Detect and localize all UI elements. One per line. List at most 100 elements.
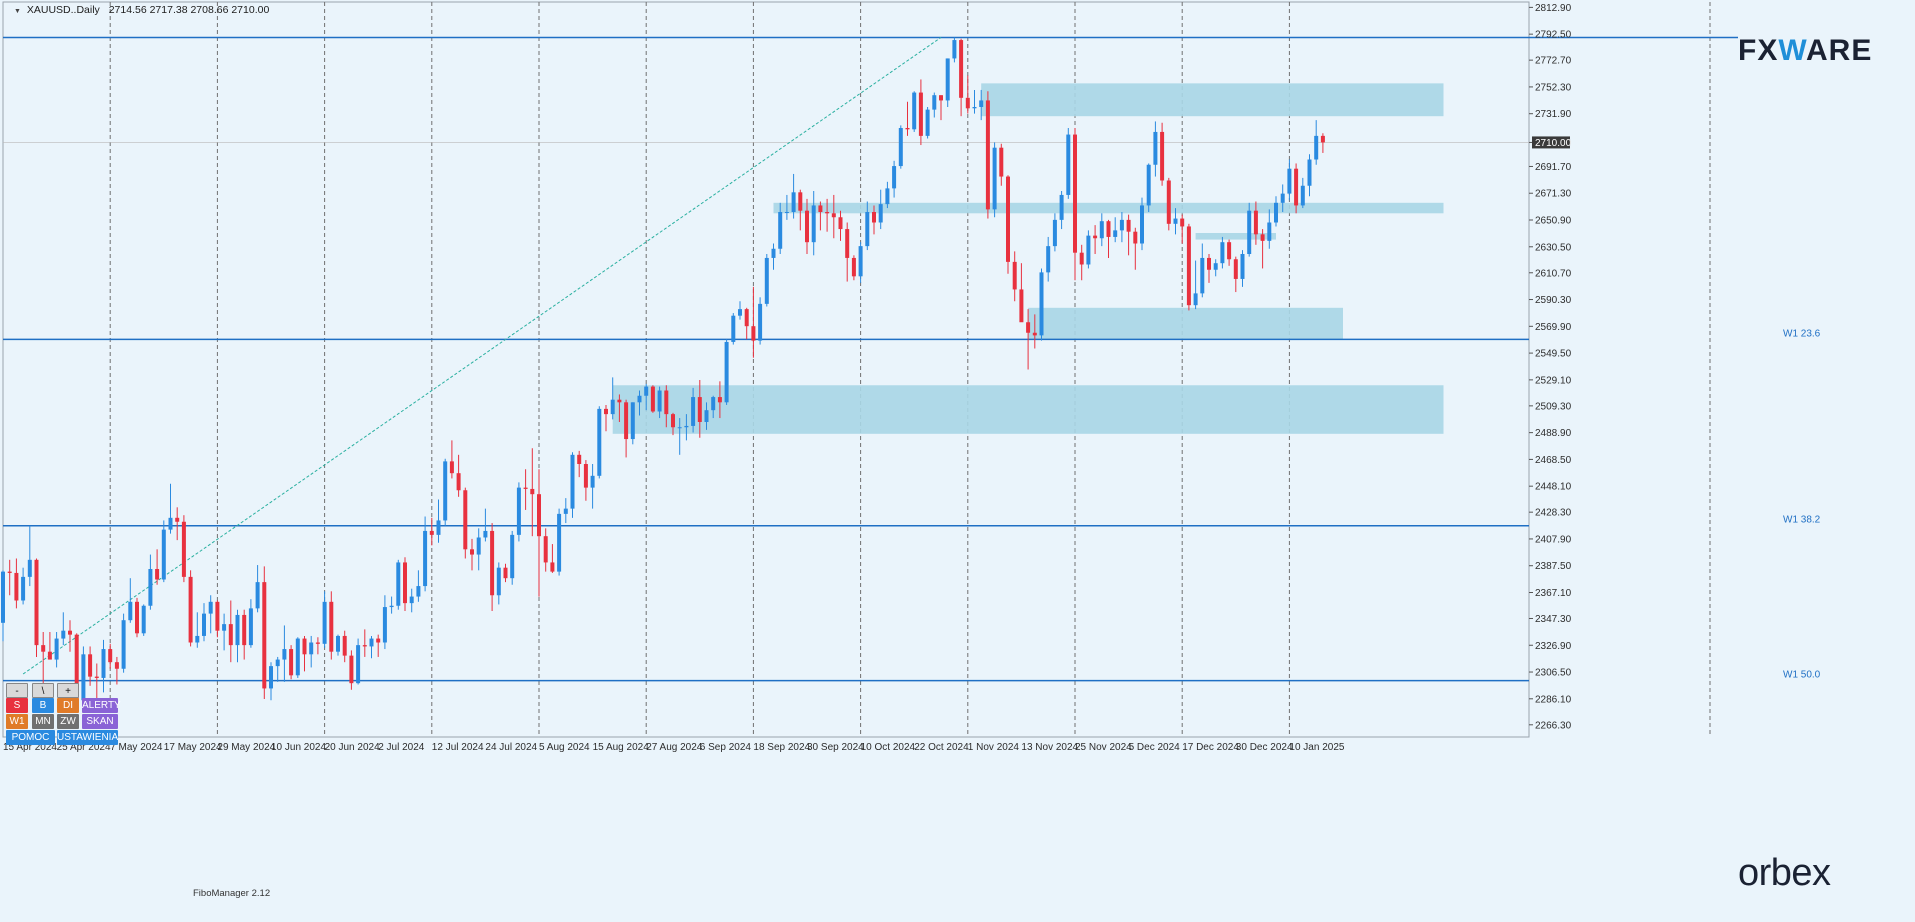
candle-body	[1180, 218, 1185, 227]
fibo-button-s[interactable]: S	[6, 698, 28, 713]
candle-body	[805, 210, 809, 243]
candle-body	[195, 635, 200, 643]
candle-body	[382, 607, 387, 643]
candle-body	[691, 397, 696, 426]
candle-body	[1052, 219, 1057, 247]
candle-body	[1073, 134, 1077, 253]
candle-body	[128, 601, 133, 621]
x-tick-label: 10 Oct 2024	[861, 742, 916, 753]
y-tick-label: 2428.30	[1535, 508, 1572, 519]
candle-body	[208, 601, 213, 614]
candle-body	[282, 649, 287, 660]
candle-body	[222, 624, 227, 631]
candle-body	[21, 576, 26, 601]
candle-body	[1287, 168, 1292, 194]
candle-body	[423, 530, 428, 587]
candle-body	[1314, 135, 1319, 160]
candle-body	[1267, 222, 1272, 241]
candle-body	[389, 605, 394, 608]
candle-body	[409, 596, 414, 604]
fibo-button-[interactable]: -	[6, 683, 28, 698]
candle-body	[1307, 159, 1312, 186]
candle-body	[262, 582, 267, 689]
candle-body	[1026, 322, 1031, 333]
fibo-button-pomoc[interactable]: POMOC	[6, 730, 55, 745]
y-tick-label: 2387.50	[1535, 561, 1572, 572]
candle-body	[738, 309, 742, 316]
candle-body	[671, 414, 675, 428]
fibo-button-ustawienia[interactable]: USTAWIENIA	[57, 730, 119, 745]
candle-body	[791, 192, 796, 212]
candle-body	[168, 517, 173, 530]
candle-body	[530, 488, 535, 495]
candle-body	[724, 341, 729, 403]
current-price-label: 2710.00	[1535, 138, 1572, 149]
x-tick-label: 6 Sep 2024	[700, 742, 752, 753]
candle-body	[1113, 230, 1118, 237]
x-tick-label: 27 Aug 2024	[646, 742, 703, 753]
candle-body	[865, 212, 870, 247]
fibo-button-zw[interactable]: ZW	[57, 714, 79, 729]
candle-body	[74, 634, 79, 701]
candle-body	[463, 490, 468, 550]
candle-body	[590, 475, 595, 488]
candle-body	[818, 205, 823, 212]
y-tick-label: 2650.90	[1535, 216, 1572, 227]
candle-body	[516, 487, 521, 535]
x-tick-label: 22 Oct 2024	[914, 742, 969, 753]
candle-body	[255, 582, 260, 609]
y-tick-label: 2326.90	[1535, 641, 1572, 652]
candle-body	[1093, 235, 1098, 239]
candle-body	[470, 549, 474, 555]
candle-body	[1220, 242, 1225, 264]
candle-body	[1126, 219, 1131, 232]
candle-body	[1146, 164, 1151, 206]
candle-body	[403, 562, 407, 604]
fibo-button-alerty[interactable]: ALERTY	[82, 698, 121, 713]
trendline	[22, 37, 942, 675]
fibo-button-skan[interactable]: SKAN	[82, 714, 118, 729]
candle-body	[684, 425, 689, 428]
candle-body	[88, 654, 93, 677]
y-tick-label: 2671.30	[1535, 189, 1572, 200]
candle-body	[228, 624, 233, 646]
y-tick-label: 2691.70	[1535, 162, 1572, 173]
candle-body	[7, 571, 12, 573]
candle-body	[476, 537, 481, 555]
candle-body	[1119, 219, 1124, 231]
x-tick-label: 30 Sep 2024	[807, 742, 864, 753]
candle-body	[235, 614, 240, 646]
candle-body	[108, 649, 113, 663]
candle-body	[543, 536, 548, 563]
candle-body	[1099, 221, 1104, 239]
candle-body	[758, 303, 763, 341]
candle-body	[295, 638, 300, 676]
candle-body	[27, 559, 32, 577]
candle-body	[449, 461, 454, 474]
fibo-button-di[interactable]: DI	[57, 698, 79, 713]
fibo-button-[interactable]: \	[32, 683, 54, 698]
candle-body	[342, 635, 347, 656]
candle-body	[939, 95, 943, 101]
y-tick-label: 2752.30	[1535, 82, 1572, 93]
fibo-button-[interactable]: +	[57, 683, 79, 698]
candle-body	[202, 613, 206, 636]
candle-body	[1160, 131, 1165, 181]
candle-body	[1227, 242, 1232, 260]
x-tick-label: 15 Apr 2024	[3, 742, 57, 753]
dropdown-caret-icon[interactable]: ▼	[14, 8, 21, 15]
candle-body	[563, 508, 568, 514]
candle-body	[356, 645, 361, 684]
x-tick-label: 17 Dec 2024	[1182, 742, 1239, 753]
y-tick-label: 2468.50	[1535, 455, 1572, 466]
candle-body	[925, 109, 930, 136]
candle-body	[898, 128, 903, 167]
candle-body	[577, 454, 582, 464]
candle-body	[101, 649, 106, 678]
fibo-button-mn[interactable]: MN	[32, 714, 54, 729]
candle-body	[336, 635, 340, 652]
fibo-button-b[interactable]: B	[32, 698, 54, 713]
fibo-button-w1[interactable]: W1	[6, 714, 28, 729]
